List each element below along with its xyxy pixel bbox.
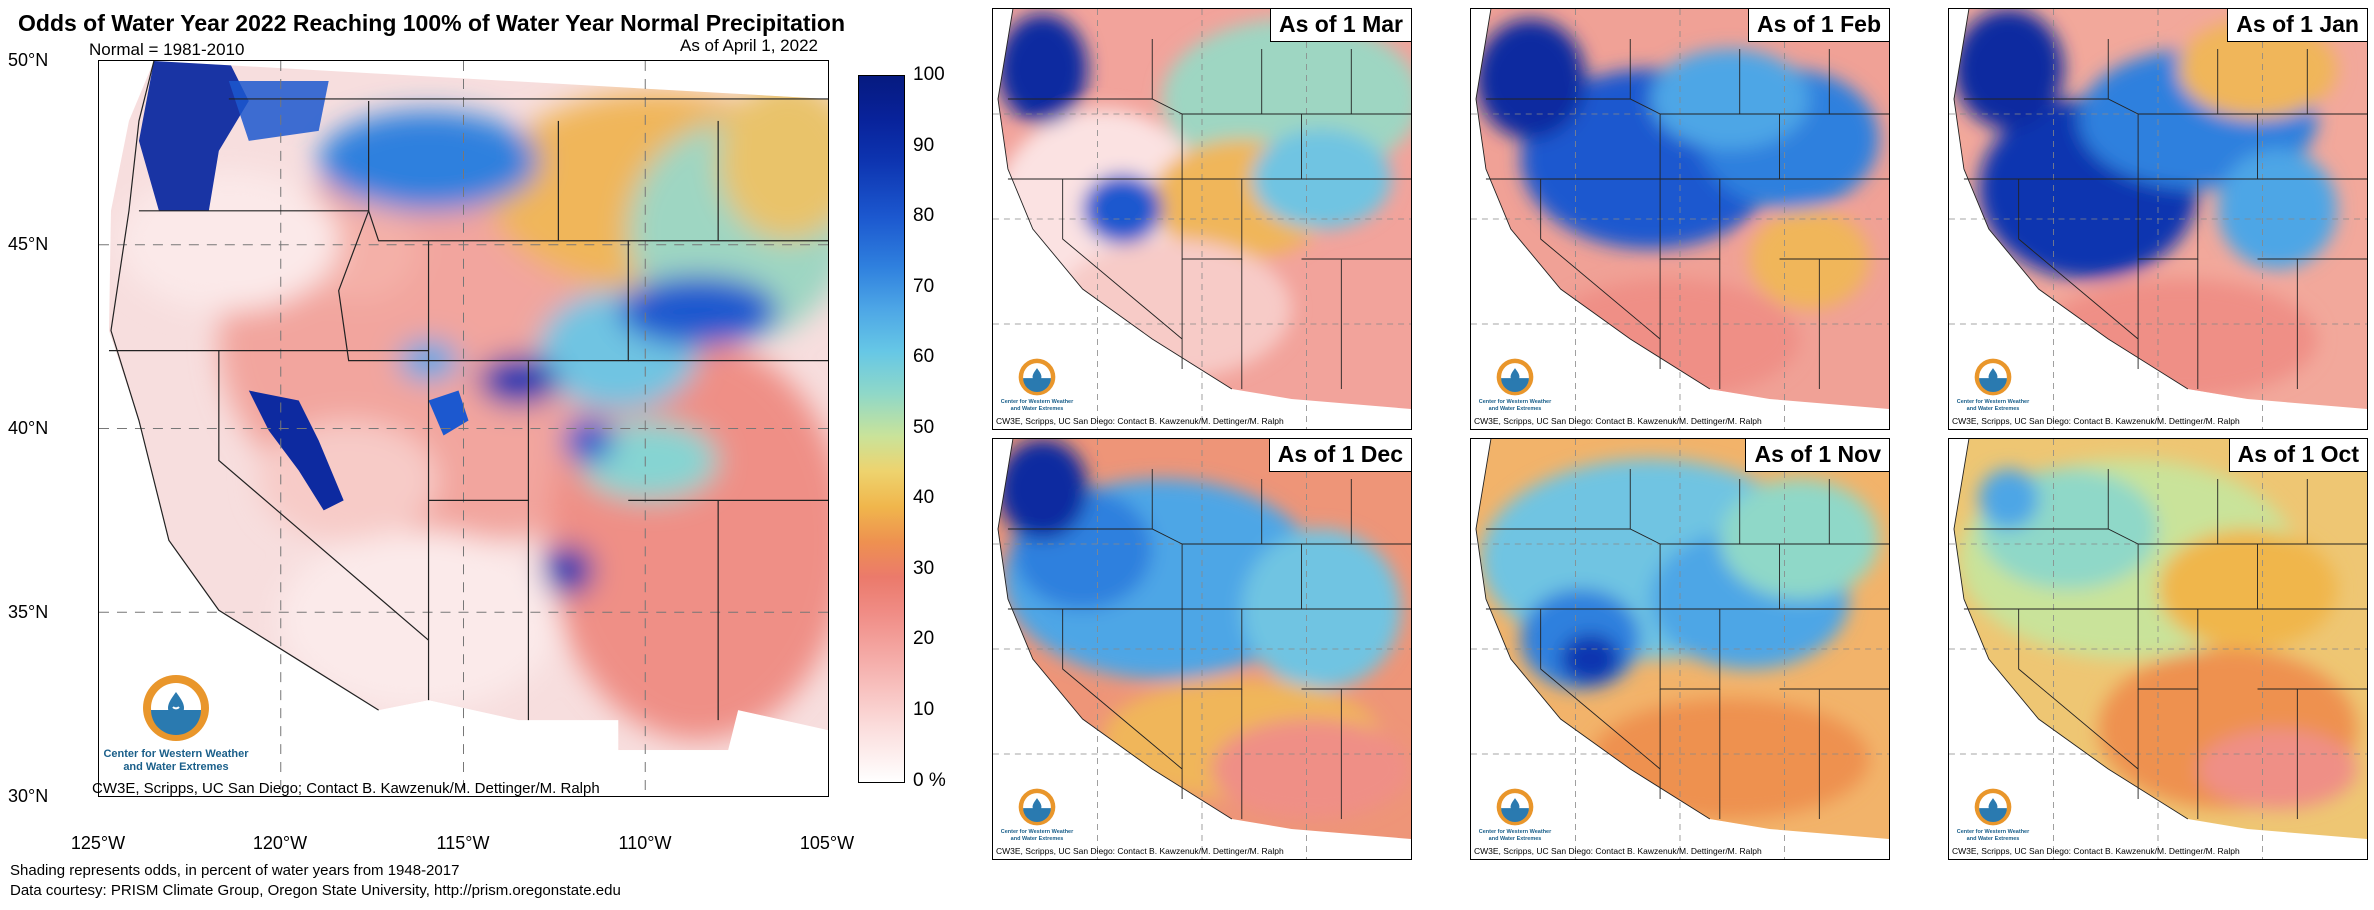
panel-feb-graphic	[1471, 9, 1889, 429]
main-map-graphic	[99, 61, 828, 796]
cw3e-logo-name-line2: and Water Extremes	[1010, 406, 1064, 412]
colorbar-label: 0 %	[913, 770, 946, 791]
panel-dec: As of 1 Dec Center for Western Weather and…	[992, 438, 1412, 860]
cw3e-logo	[1973, 787, 2013, 827]
cw3e-logo-name-line1: Center for Western Weather	[1956, 399, 2030, 405]
cw3e-logo	[1495, 787, 1535, 827]
footer-shading-note: Shading represents odds, in percent of w…	[10, 862, 460, 879]
colorbar-label: 80	[913, 205, 935, 226]
lat-label-30n: 30°N	[8, 786, 49, 806]
cw3e-logo-name-line1: Center for Western Weather	[1478, 399, 1552, 405]
lon-label-115w: 115°W	[436, 833, 490, 853]
panel-dec-graphic	[993, 439, 1411, 859]
lat-label-50n: 50°N	[8, 50, 49, 70]
colorbar-label: 20	[913, 628, 935, 649]
panel-oct-graphic	[1949, 439, 2367, 859]
panel-nov-graphic	[1471, 439, 1889, 859]
panel-jan-graphic	[1949, 9, 2367, 429]
panel-mar-credit: CW3E, Scripps, UC San Diego: Contact B. …	[996, 416, 1284, 426]
panel-oct-title: As of 1 Oct	[2228, 439, 2367, 472]
panel-jan: As of 1 Jan Center for Western Weather and…	[1948, 8, 2368, 430]
panel-oct: As of 1 Oct Center for Western Weather and…	[1948, 438, 2368, 860]
panel-feb-title: As of 1 Feb	[1748, 9, 1889, 42]
main-map	[98, 60, 829, 797]
panel-dec-credit: CW3E, Scripps, UC San Diego: Contact B. …	[996, 846, 1284, 856]
main-map-credit: CW3E, Scripps, UC San Diego; Contact B. …	[92, 780, 600, 797]
colorbar-label: 10	[913, 699, 935, 720]
cw3e-logo-name-line2: and Water Extremes	[1966, 836, 2020, 842]
lat-label-35n: 35°N	[8, 602, 49, 622]
panel-nov-credit: CW3E, Scripps, UC San Diego: Contact B. …	[1474, 846, 1762, 856]
cw3e-logo	[140, 672, 212, 744]
colorbar-label: 30	[913, 558, 935, 579]
map-title: Odds of Water Year 2022 Reaching 100% of…	[18, 10, 846, 36]
panel-jan-title: As of 1 Jan	[2227, 9, 2367, 42]
cw3e-logo	[1017, 787, 1057, 827]
colorbar	[858, 75, 905, 783]
cw3e-logo-name-line2: and Water Extremes	[1010, 836, 1064, 842]
panel-mar-title: As of 1 Mar	[1270, 9, 1411, 42]
lat-label-45n: 45°N	[8, 234, 49, 254]
as-of-date-label: As of April 1, 2022	[680, 36, 818, 55]
footer-data-source: Data courtesy: PRISM Climate Group, Oreg…	[10, 882, 621, 899]
panel-mar-graphic	[993, 9, 1411, 429]
normal-period-label: Normal = 1981-2010	[89, 40, 245, 59]
colorbar-label: 60	[913, 346, 935, 367]
lon-label-105w: 105°W	[799, 833, 855, 853]
cw3e-logo-name-line1: Center for Western Weather	[103, 748, 249, 760]
panel-nov-title: As of 1 Nov	[1745, 439, 1889, 472]
panel-oct-credit: CW3E, Scripps, UC San Diego: Contact B. …	[1952, 846, 2240, 856]
colorbar-label: 90	[913, 135, 935, 156]
panel-dec-title: As of 1 Dec	[1268, 439, 1411, 472]
cw3e-logo-name-line1: Center for Western Weather	[1000, 829, 1074, 835]
panel-nov: As of 1 Nov Center for Western Weather and…	[1470, 438, 1890, 860]
colorbar-label: 100	[913, 64, 945, 85]
lon-label-125w: 125°W	[70, 833, 126, 853]
cw3e-logo-name-line2: and Water Extremes	[123, 761, 229, 773]
colorbar-label: 40	[913, 487, 935, 508]
cw3e-logo-name-line2: and Water Extremes	[1966, 406, 2020, 412]
panel-feb-credit: CW3E, Scripps, UC San Diego: Contact B. …	[1474, 416, 1762, 426]
cw3e-logo-name-line1: Center for Western Weather	[1956, 829, 2030, 835]
cw3e-logo	[1495, 357, 1535, 397]
lon-label-120w: 120°W	[252, 833, 308, 853]
cw3e-logo	[1973, 357, 2013, 397]
panel-jan-credit: CW3E, Scripps, UC San Diego: Contact B. …	[1952, 416, 2240, 426]
colorbar-label: 70	[913, 276, 935, 297]
cw3e-logo-name-line1: Center for Western Weather	[1478, 829, 1552, 835]
colorbar-label: 50	[913, 417, 935, 438]
panel-feb: As of 1 Feb Center for Western Weather and…	[1470, 8, 1890, 430]
lat-label-40n: 40°N	[8, 418, 49, 438]
lon-label-110w: 110°W	[618, 833, 672, 853]
cw3e-logo	[1017, 357, 1057, 397]
cw3e-logo-name-line2: and Water Extremes	[1488, 406, 1542, 412]
cw3e-logo-name-line1: Center for Western Weather	[1000, 399, 1074, 405]
cw3e-logo-name-line2: and Water Extremes	[1488, 836, 1542, 842]
panel-mar: As of 1 Mar Center for Western Weather and…	[992, 8, 1412, 430]
